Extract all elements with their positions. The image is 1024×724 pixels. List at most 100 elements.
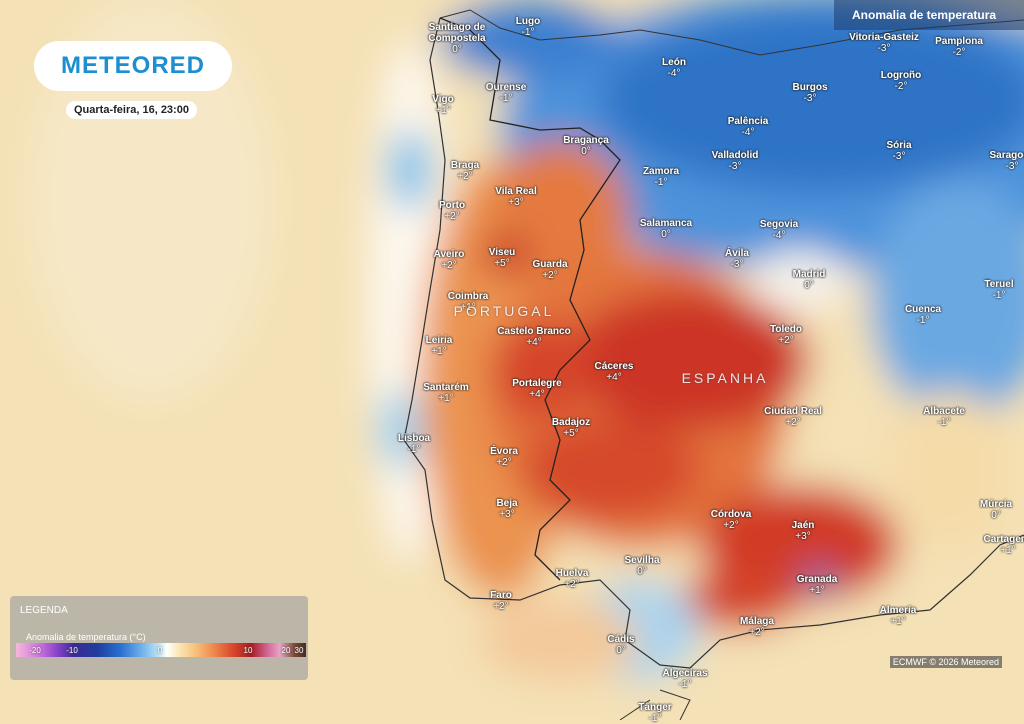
- city-name: Pamplona: [935, 36, 983, 47]
- city-anomaly: -1°: [499, 93, 513, 104]
- city-anomaly: -4°: [772, 230, 786, 241]
- city-anomaly: +3°: [499, 509, 515, 520]
- city-anomaly: +1°: [438, 393, 454, 404]
- city-name: Jaén: [791, 520, 815, 531]
- city-name: Lisboa: [397, 433, 431, 444]
- city-anomaly: -4°: [741, 127, 755, 138]
- city-anomaly: +2°: [749, 627, 765, 638]
- city-label: Cáceres +4°: [595, 361, 634, 383]
- city-anomaly: +3°: [508, 197, 524, 208]
- legend-tick: 20: [281, 646, 291, 655]
- city-anomaly: +2°: [564, 579, 580, 590]
- city-anomaly: +2°: [493, 601, 509, 612]
- logo[interactable]: METEORED: [34, 41, 232, 91]
- city-anomaly: +5°: [494, 258, 510, 269]
- city-anomaly: +2°: [723, 520, 739, 531]
- city-anomaly: +4°: [606, 372, 622, 383]
- city-label: Málaga +2°: [740, 616, 774, 638]
- city-label: Zamora -1°: [643, 166, 679, 188]
- city-anomaly: -3°: [892, 151, 906, 162]
- city-anomaly: -1°: [678, 679, 692, 690]
- city-anomaly: +1°: [890, 616, 906, 627]
- city-label: Salamanca 0°: [640, 218, 692, 240]
- city-label: Tânger -1°: [638, 702, 671, 724]
- city-name: Lugo: [515, 16, 541, 27]
- city-name: León: [662, 57, 686, 68]
- city-name: Ciudad Real: [764, 406, 822, 417]
- city-anomaly: +2°: [444, 211, 460, 222]
- city-anomaly: +1°: [809, 585, 825, 596]
- city-label: Saragoça-3°: [989, 150, 1024, 172]
- city-name: Vila Real: [495, 186, 537, 197]
- city-label: Beja +3°: [496, 498, 517, 520]
- city-label: Huelva +2°: [556, 568, 589, 590]
- city-name: Almería: [879, 605, 917, 616]
- city-label: Santarém +1°: [423, 382, 469, 404]
- city-name: Múrcia: [979, 499, 1013, 510]
- city-label: Vila Real +3°: [495, 186, 537, 208]
- legend-tick: -20: [29, 646, 41, 655]
- city-label: Cádis 0°: [607, 634, 634, 656]
- city-anomaly: +2°: [496, 457, 512, 468]
- city-name: Valladolid: [711, 150, 759, 161]
- city-name: Logroño: [880, 70, 922, 81]
- city-anomaly: 0°: [804, 280, 814, 291]
- city-label: Aveiro +2°: [434, 249, 465, 271]
- city-label: Albacete -1°: [923, 406, 965, 428]
- city-anomaly: +2°: [785, 417, 801, 428]
- city-name: Badajoz: [551, 417, 591, 428]
- city-label: Burgos -3°: [793, 82, 828, 104]
- city-label: Viseu +5°: [489, 247, 516, 269]
- city-name: Zamora: [642, 166, 680, 177]
- city-name: Vitoria-Gasteiz: [849, 32, 919, 43]
- city-anomaly: +3°: [795, 531, 811, 542]
- city-label: Pamplona -2°: [935, 36, 983, 58]
- layer-title[interactable]: Anomalia de temperatura: [834, 0, 1024, 30]
- city-label: Ourense -1°: [486, 82, 527, 104]
- coastline: [403, 17, 1024, 669]
- city-label: Évora +2°: [490, 446, 518, 468]
- city-name: Castelo Branco: [497, 326, 571, 337]
- city-anomaly: +5°: [563, 428, 579, 439]
- city-label: Lisboa -1°: [398, 433, 430, 455]
- city-anomaly: -3°: [1005, 161, 1019, 172]
- city-name: Beja: [496, 498, 518, 509]
- city-label: Toledo +2°: [770, 324, 802, 346]
- city-name: Cartagena: [983, 534, 1024, 545]
- city-anomaly: -1°: [654, 177, 668, 188]
- city-name: Tânger: [638, 702, 672, 713]
- city-label: Ciudad Real +2°: [764, 406, 822, 428]
- city-label: Córdova +2°: [711, 509, 752, 531]
- legend-tick: 0: [157, 646, 163, 655]
- city-label: Braga +2°: [451, 160, 479, 182]
- city-anomaly: -1°: [407, 444, 421, 455]
- city-name: Salamanca: [639, 218, 693, 229]
- city-name: Bragança: [563, 135, 609, 146]
- city-name: Ourense: [485, 82, 527, 93]
- country-label: ESPANHA: [681, 370, 769, 386]
- city-anomaly: 0°: [452, 44, 462, 55]
- city-name: Portalegre: [512, 378, 562, 389]
- city-name: Sevilha: [624, 555, 660, 566]
- city-name: Burgos: [792, 82, 828, 93]
- city-anomaly: -3°: [728, 161, 742, 172]
- city-anomaly: -3°: [803, 93, 817, 104]
- city-anomaly: 0°: [637, 566, 647, 577]
- city-name: Faro: [490, 590, 512, 601]
- city-label: Segovia -4°: [760, 219, 798, 241]
- city-label: Vigo +1°: [432, 94, 453, 116]
- city-name: Córdova: [710, 509, 752, 520]
- city-label: León -4°: [662, 57, 686, 79]
- city-anomaly: +2°: [542, 270, 558, 281]
- city-name: Algeciras: [662, 668, 708, 679]
- city-label: Madrid 0°: [793, 269, 826, 291]
- city-name: Leiria: [425, 335, 453, 346]
- city-name: Granada: [796, 574, 838, 585]
- city-label: Ávila -3°: [725, 248, 749, 270]
- city-name: Santarém: [423, 382, 469, 393]
- city-name: Cáceres: [594, 361, 634, 372]
- city-anomaly: +4°: [529, 389, 545, 400]
- city-anomaly: +1°: [431, 346, 447, 357]
